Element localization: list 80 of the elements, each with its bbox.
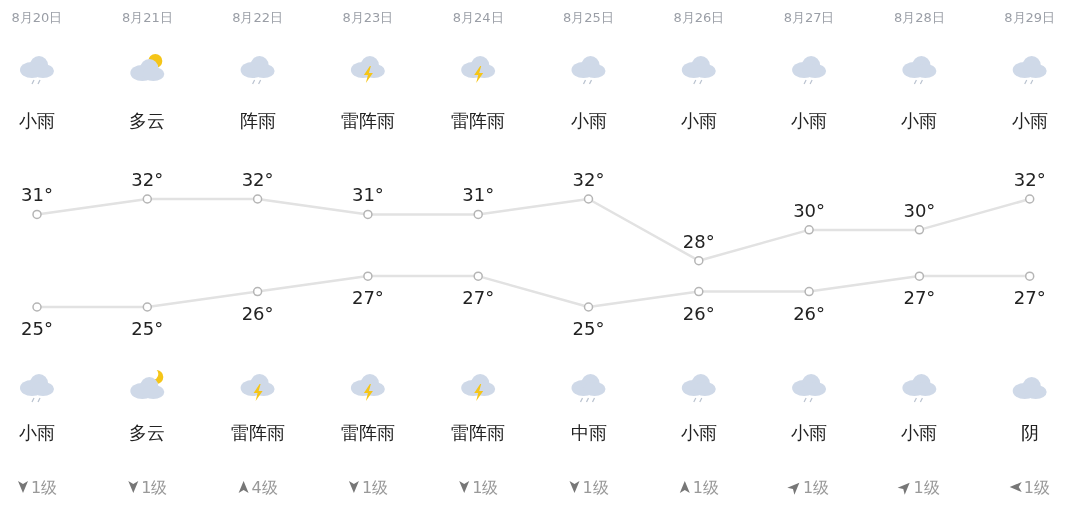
- x-tick-label: 8月22日: [232, 10, 284, 25]
- text: 小雨: [19, 110, 55, 131]
- text: 1级: [1023, 478, 1050, 497]
- point: [914, 271, 925, 281]
- data-label: 26°: [793, 302, 826, 324]
- point: [1024, 194, 1035, 204]
- text: 1级: [361, 478, 389, 497]
- text: 1级: [582, 478, 609, 497]
- data-label: 31°: [351, 184, 384, 206]
- text: 多云: [129, 422, 166, 443]
- point: [142, 302, 153, 312]
- x-tick-label: 8月28日: [893, 10, 945, 25]
- x-tick-label: 8月23日: [342, 10, 394, 25]
- text: 雷阵雨: [451, 110, 506, 131]
- text: 1级: [141, 478, 168, 497]
- x-tick-label: 8月25日: [563, 10, 614, 25]
- text: 1级: [31, 478, 58, 497]
- point: [914, 225, 925, 235]
- x-tick-label: 8月24日: [452, 10, 504, 25]
- x-tick-label: 8月29日: [1004, 10, 1056, 25]
- point: [473, 271, 483, 281]
- data-label: 32°: [1013, 169, 1046, 190]
- text: 1级: [913, 478, 940, 497]
- data-label: 27°: [903, 287, 936, 309]
- text: 小雨: [680, 422, 717, 443]
- text: 4级: [251, 478, 278, 497]
- text: 1级: [692, 478, 719, 497]
- point: [694, 286, 704, 297]
- x-tick-label: 8月26日: [673, 10, 725, 25]
- point: [583, 302, 594, 312]
- data-label: 25°: [131, 318, 164, 339]
- point: [32, 302, 42, 312]
- data-label: 26°: [241, 302, 274, 324]
- text: 中雨: [570, 422, 607, 443]
- data-label: 25°: [572, 318, 605, 339]
- point: [694, 255, 704, 266]
- data-label: 28°: [682, 230, 715, 252]
- text: 小雨: [791, 422, 828, 443]
- text: 小雨: [680, 110, 717, 131]
- text: 雷阵雨: [230, 422, 285, 443]
- data-label: 27°: [1013, 287, 1046, 309]
- data-label: 31°: [462, 184, 495, 206]
- data-label: 30°: [903, 199, 936, 221]
- point: [142, 194, 153, 204]
- x-tick-label: 8月20日: [11, 10, 63, 25]
- text: 雷阵雨: [340, 422, 395, 443]
- x-tick-label: 8月21日: [121, 10, 173, 25]
- point: [1024, 271, 1035, 281]
- text: 小雨: [570, 110, 607, 131]
- x-tick-label: 8月27日: [783, 10, 835, 25]
- point: [473, 209, 483, 220]
- data-label: 30°: [793, 199, 826, 221]
- text: 小雨: [901, 422, 938, 443]
- data-label: 32°: [572, 169, 605, 190]
- point: [32, 209, 42, 220]
- point: [583, 194, 594, 204]
- point: [804, 225, 814, 235]
- text: 小雨: [791, 110, 828, 131]
- data-label: 32°: [131, 169, 164, 190]
- point: [363, 209, 373, 220]
- text: 1级: [472, 478, 499, 497]
- data-label: 27°: [351, 287, 384, 309]
- text: 1级: [803, 478, 830, 497]
- text: 阴: [1020, 422, 1039, 443]
- text: 阵雨: [239, 110, 276, 131]
- data-label: 32°: [241, 169, 274, 190]
- text: 雷阵雨: [451, 422, 506, 443]
- point: [363, 271, 373, 281]
- data-label: 25°: [21, 318, 53, 339]
- point: [252, 286, 263, 297]
- text: 多云: [129, 110, 166, 131]
- text: 雷阵雨: [340, 110, 395, 131]
- point: [804, 286, 814, 297]
- data-label: 31°: [21, 184, 53, 206]
- text: 小雨: [1011, 110, 1048, 131]
- data-label: 27°: [462, 287, 495, 309]
- data-label: 26°: [682, 302, 715, 324]
- text: 小雨: [19, 422, 55, 443]
- point: [252, 194, 263, 204]
- text: 小雨: [901, 110, 938, 131]
